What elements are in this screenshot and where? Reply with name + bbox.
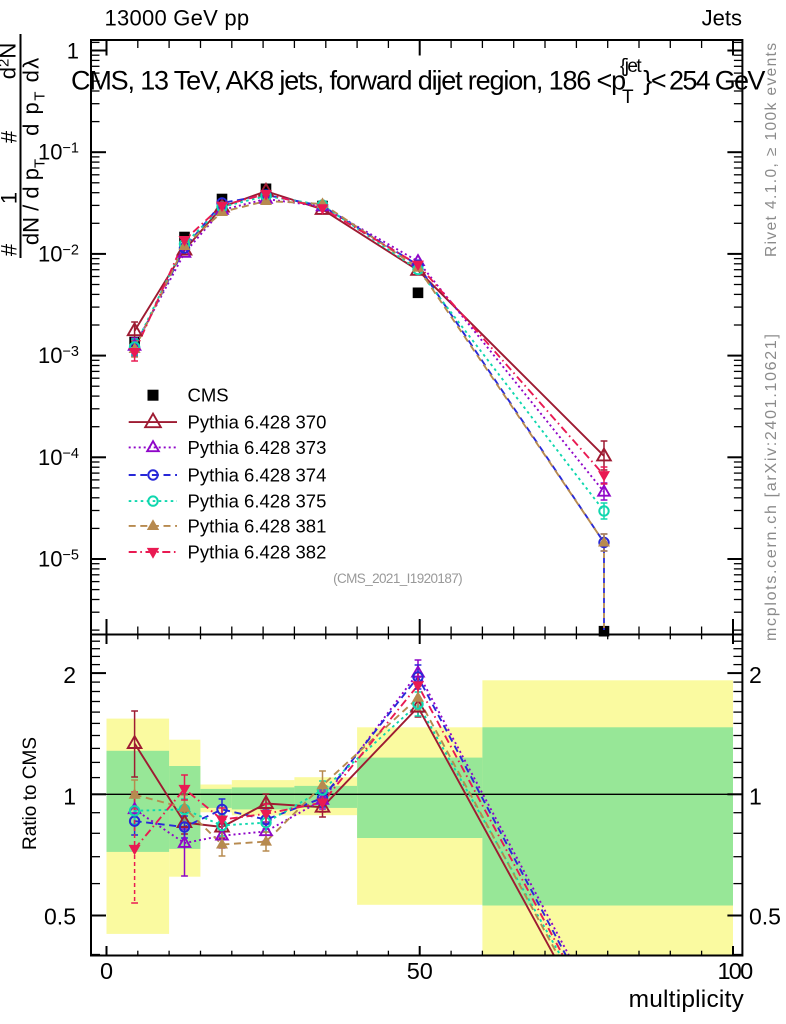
svg-text:T: T <box>622 87 634 108</box>
svg-text:10−4: 10−4 <box>38 445 79 470</box>
svg-text:254 GeV: 254 GeV <box>669 66 765 96</box>
svg-text:CMS: CMS <box>188 385 229 406</box>
svg-text:1: 1 <box>67 39 79 64</box>
svg-text:mcplots.cern.ch [arXiv:2401.10: mcplots.cern.ch [arXiv:2401.10621] <box>763 332 780 641</box>
svg-text:{jet: {jet <box>620 56 642 77</box>
svg-text:}<: }< <box>643 66 666 96</box>
svg-text:1: 1 <box>749 784 762 810</box>
svg-text:CMS, 13 TeV, AK8 jets, forward: CMS, 13 TeV, AK8 jets, forward dijet reg… <box>71 66 625 96</box>
svg-text:Pythia 6.428 375: Pythia 6.428 375 <box>188 491 327 512</box>
svg-text:multiplicity: multiplicity <box>629 986 745 1013</box>
svg-text:Ratio to CMS: Ratio to CMS <box>20 737 41 850</box>
svg-text:13000 GeV pp: 13000 GeV pp <box>105 6 250 31</box>
svg-text:Pythia 6.428 382: Pythia 6.428 382 <box>188 542 327 563</box>
svg-text:d2N: d2N <box>0 43 21 79</box>
svg-text:Pythia 6.428 374: Pythia 6.428 374 <box>188 465 327 486</box>
svg-text:0: 0 <box>100 958 113 984</box>
svg-text:0.5: 0.5 <box>44 904 76 930</box>
svg-text:1: 1 <box>63 784 76 810</box>
svg-text:0.5: 0.5 <box>749 904 781 930</box>
svg-text:Pythia 6.428 370: Pythia 6.428 370 <box>188 412 327 433</box>
svg-text:1: 1 <box>0 192 22 204</box>
svg-text:Rivet 4.1.0, ≥ 100k events: Rivet 4.1.0, ≥ 100k events <box>763 41 780 257</box>
svg-text:#: # <box>0 130 22 143</box>
svg-text:50: 50 <box>407 958 433 984</box>
svg-text:2: 2 <box>749 662 762 688</box>
svg-text:(CMS_2021_I1920187): (CMS_2021_I1920187) <box>333 571 462 586</box>
svg-text:2: 2 <box>63 662 76 688</box>
svg-text:Pythia 6.428 373: Pythia 6.428 373 <box>188 437 327 458</box>
svg-text:Pythia 6.428 381: Pythia 6.428 381 <box>188 515 327 536</box>
svg-text:Jets: Jets <box>702 6 742 31</box>
svg-text:100: 100 <box>717 958 753 984</box>
svg-text:#: # <box>0 243 22 256</box>
